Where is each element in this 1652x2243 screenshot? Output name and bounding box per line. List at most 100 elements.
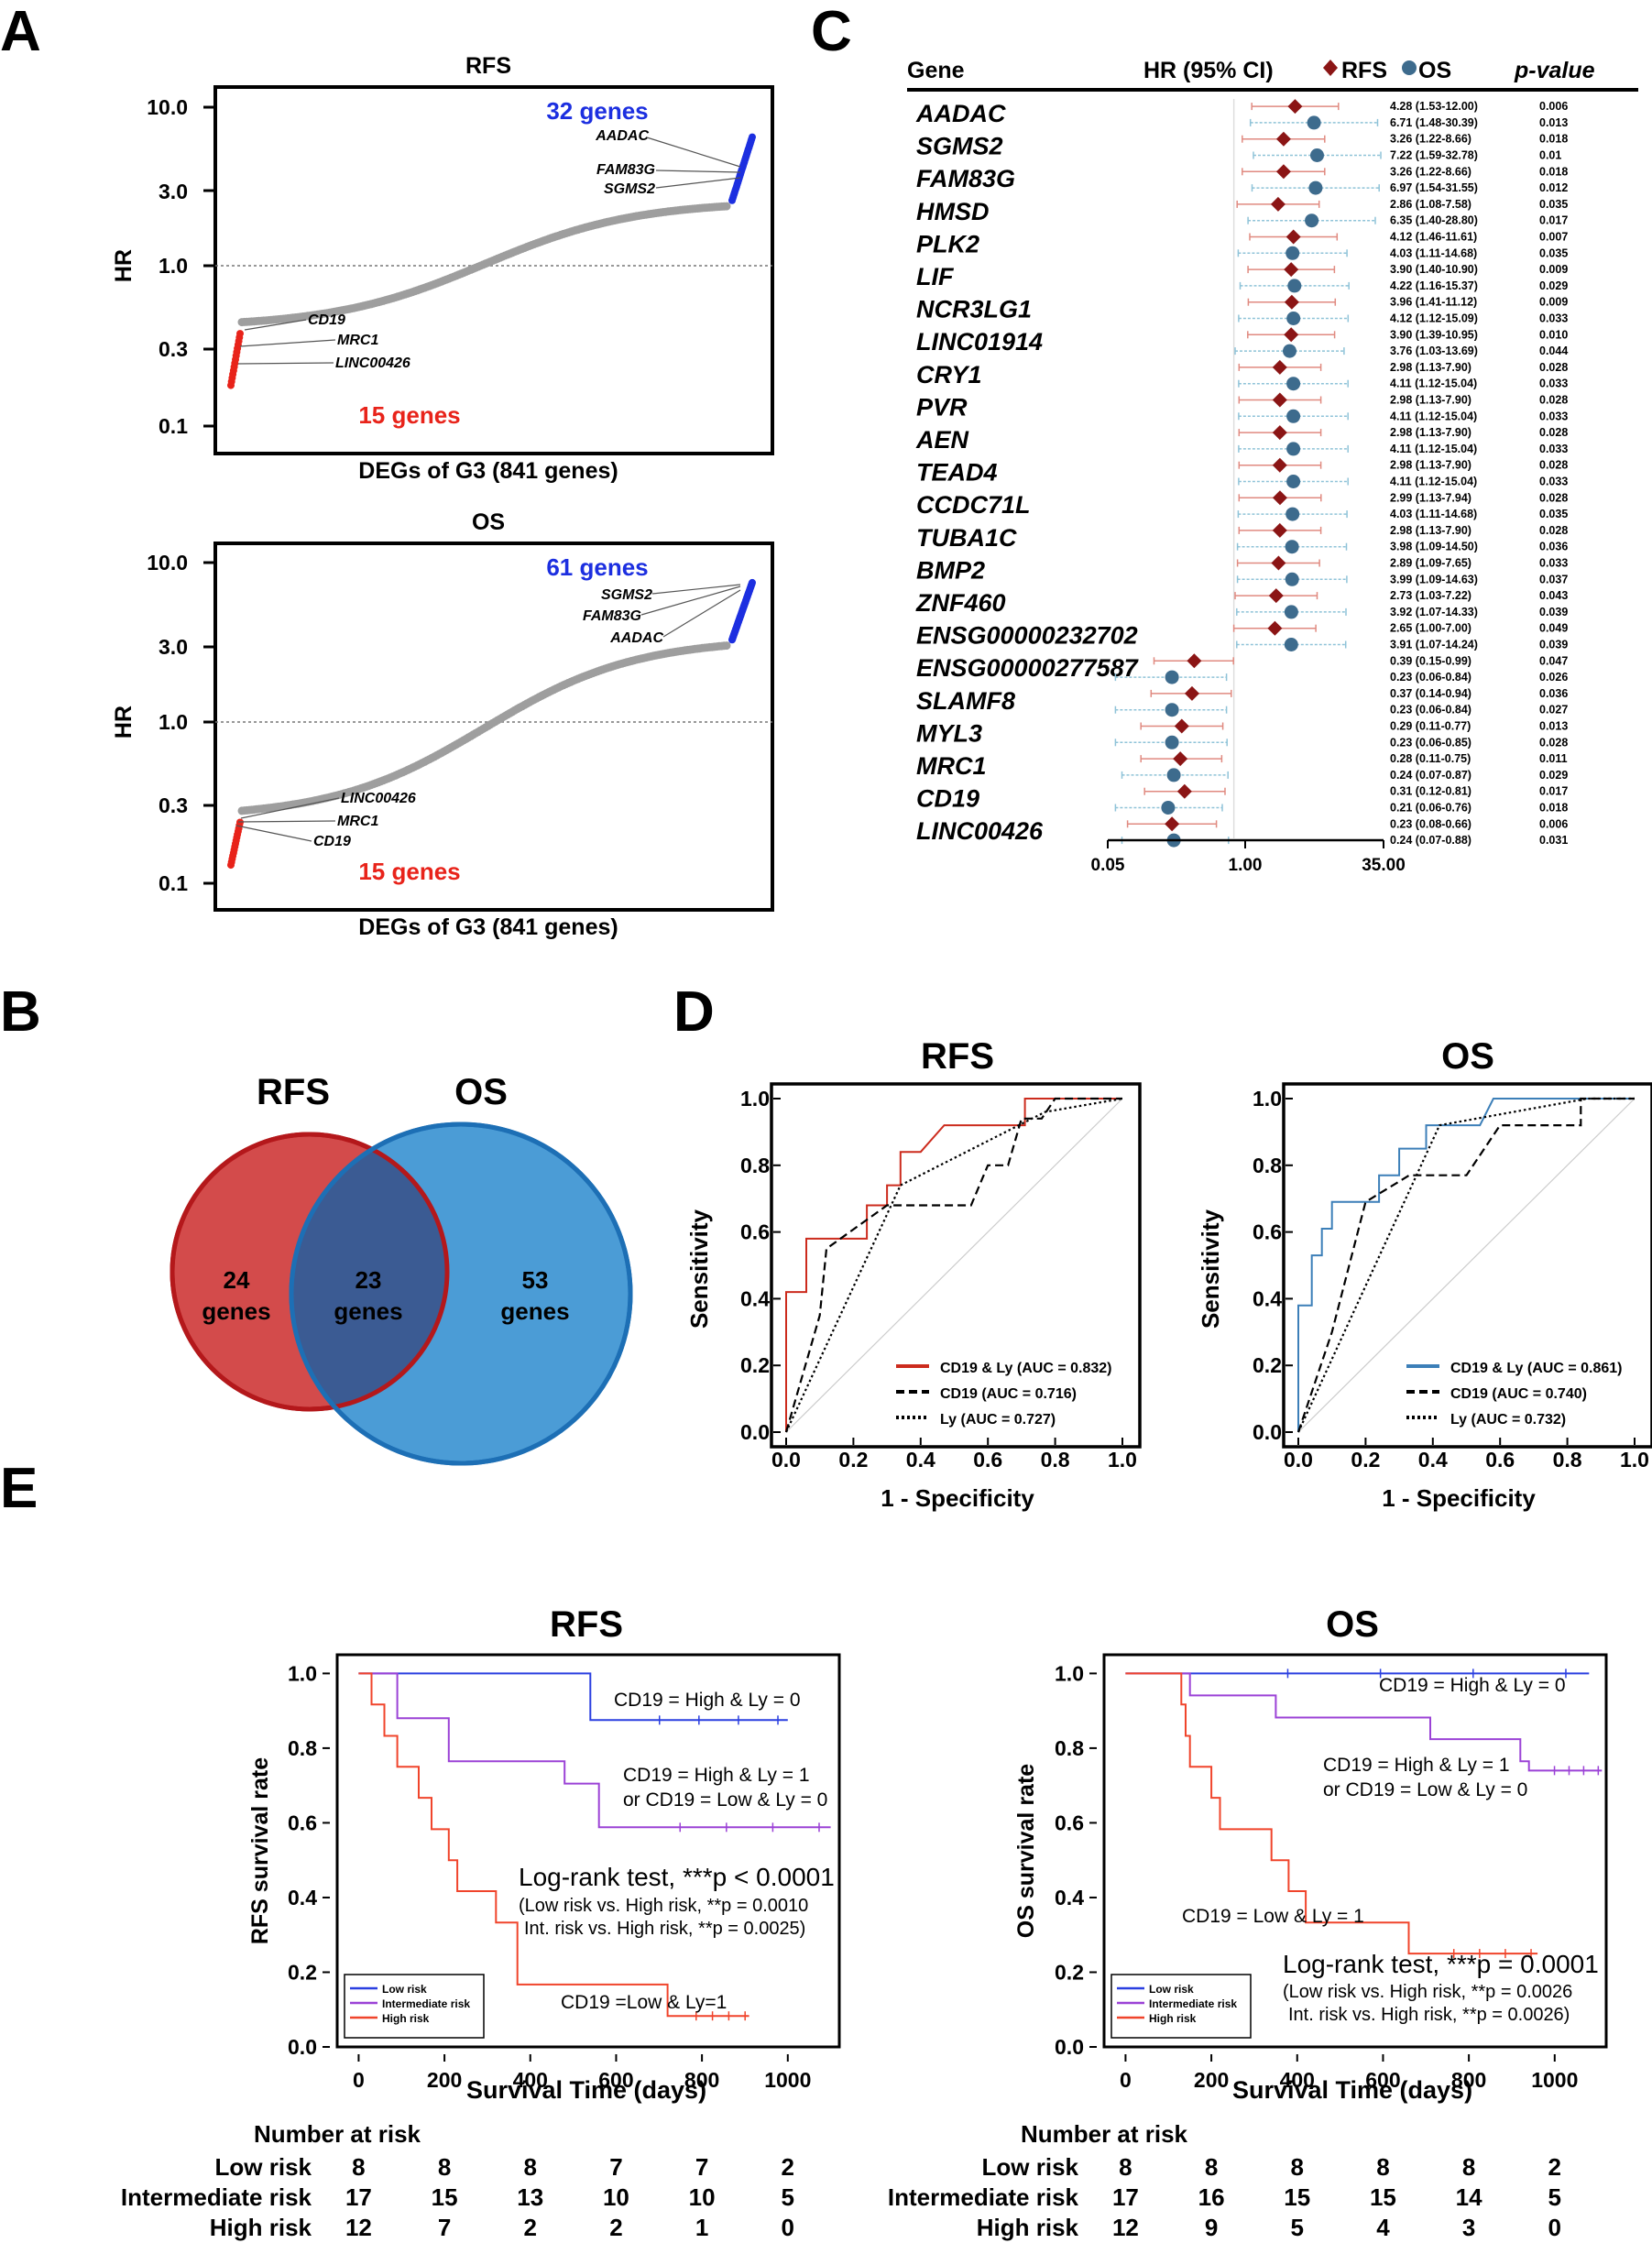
roc-y-tick-label: 0.8 [1253, 1154, 1282, 1177]
forest-p-os: 0.044 [1539, 345, 1568, 357]
forest-gene-label: TUBA1C [916, 524, 1017, 552]
roc-curve [785, 1098, 1122, 1432]
risk-value: 4 [1376, 2214, 1390, 2241]
forest-ci-text-rfs: 4.28 (1.53-12.00) [1390, 100, 1478, 113]
panel-a-os-down-count: 15 genes [358, 858, 460, 885]
risk-value: 16 [1198, 2183, 1225, 2211]
km-os-legend-low: Low risk [1149, 1983, 1194, 1996]
panel-a-rfs-tick: 3.0 [159, 180, 188, 203]
panel-a-os-label-aadac: AADAC [609, 630, 663, 646]
risk-value: 3 [1462, 2214, 1475, 2241]
panel-c-forest-plot: Gene HR (95% CI) RFS OS p-value AADAC 4.2… [907, 58, 1638, 875]
roc-y-tick-label: 0.6 [740, 1220, 770, 1244]
roc-y-tick-label: 0.4 [1253, 1286, 1282, 1310]
forest-ci-text-rfs: 2.86 (1.08-7.58) [1390, 198, 1471, 211]
risk-value: 8 [1462, 2153, 1475, 2181]
km-os-ticks: 0 200 400 600 800 1000 0.0 0.2 0.4 0.6 0.8 1.0 [1055, 1661, 1578, 2092]
km-rfs-comparison-1: (Low risk vs. High risk, **p = 0.0010 [519, 1896, 808, 1916]
km-rfs-legend-low: Low risk [382, 1983, 427, 1996]
km-y-tick-label: 0.2 [288, 1960, 317, 1984]
risk-row-label: Low risk [215, 2153, 312, 2181]
forest-ci-text-os: 3.91 (1.07-14.24) [1390, 639, 1478, 651]
panel-a-os-label-linc00426: LINC00426 [341, 791, 416, 806]
forest-marker-rfs [1275, 131, 1291, 147]
risk-value: 7 [695, 2153, 708, 2181]
roc-diagonal [785, 1098, 1123, 1433]
roc-x-tick-label: 1.0 [1620, 1448, 1649, 1472]
forest-ci-text-rfs: 3.26 (1.22-8.66) [1390, 133, 1471, 146]
forest-ci-text-rfs: 2.65 (1.00-7.00) [1390, 622, 1471, 635]
venn-unit-os-only: genes [500, 1297, 569, 1325]
roc-os-legend-cd19: CD19 (AUC = 0.740) [1450, 1386, 1587, 1402]
forest-p-os: 0.035 [1539, 246, 1568, 259]
forest-gene-label: ZNF460 [915, 589, 1006, 617]
km-curve [1125, 1672, 1538, 1955]
panel-a-os-hr-plot: OS 10.0 3.0 1.0 0.3 0.1 HR DEGs of G3 (8… [111, 509, 774, 940]
km-os-xlabel: Survival Time (days) [1232, 2076, 1472, 2104]
km-y-tick-label: 0.0 [288, 2035, 317, 2059]
roc-diagonal [1297, 1098, 1636, 1433]
roc-y-tick-label: 0.0 [1253, 1420, 1282, 1444]
risk-value: 10 [603, 2183, 629, 2211]
roc-rfs-xlabel: 1 - Specificity [881, 1484, 1034, 1512]
forest-p-os: 0.027 [1539, 704, 1568, 717]
forest-p-rfs: 0.011 [1539, 752, 1568, 765]
forest-marker-os [1165, 670, 1179, 684]
forest-ci-text-os: 4.03 (1.11-14.68) [1390, 508, 1477, 520]
forest-gene-label: SLAMF8 [916, 687, 1015, 715]
forest-ci-text-rfs: 2.98 (1.13-7.90) [1390, 394, 1471, 407]
forest-marker-os [1285, 540, 1299, 554]
forest-ci-text-os: 3.98 (1.09-14.50) [1390, 541, 1478, 553]
forest-marker-rfs [1174, 718, 1189, 734]
roc-x-tick-label: 0.2 [838, 1448, 868, 1472]
risk-value: 7 [609, 2153, 622, 2181]
forest-p-os: 0.026 [1539, 671, 1568, 684]
roc-x-tick-label: 0.6 [1485, 1448, 1515, 1472]
forest-marker-os [1285, 507, 1300, 521]
forest-gene-label: CD19 [916, 785, 979, 813]
panel-b-venn: RFS OS 24 genes 23 genes 53 genes [170, 1072, 633, 1466]
km-rfs-xlabel: Survival Time (days) [466, 2076, 706, 2104]
forest-marker-rfs [1287, 99, 1303, 115]
km-os-frame [1102, 1653, 1608, 2049]
roc-os-frame [1282, 1082, 1652, 1449]
roc-x-tick-label: 0.6 [973, 1448, 1002, 1472]
roc-os-title: OS [1441, 1036, 1494, 1077]
forest-gene-label: LIF [916, 263, 955, 290]
km-curve [358, 1672, 788, 1722]
forest-x-tick: 1.00 [1229, 856, 1263, 875]
forest-ci-text-os: 6.97 (1.54-31.55) [1390, 181, 1478, 194]
km-curve [1125, 1672, 1603, 1772]
forest-x-tick: 35.00 [1362, 856, 1406, 875]
km-y-tick-label: 0.8 [1055, 1736, 1084, 1760]
forest-p-rfs: 0.028 [1539, 394, 1568, 407]
forest-marker-rfs [1272, 392, 1287, 408]
venn-count-os-only: 53 [522, 1266, 549, 1294]
roc-x-tick-label: 0.8 [1553, 1448, 1582, 1472]
forest-gene-label: PLK2 [916, 230, 979, 257]
panel-a-os-ylabel: HR [111, 706, 137, 739]
km-rfs-annotation-high: CD19 =Low & Ly=1 [561, 1992, 727, 2013]
risk-value: 12 [1112, 2214, 1139, 2241]
panel-a-rfs-tick: 0.3 [159, 337, 188, 361]
forest-marker-os [1286, 409, 1301, 423]
panel-a-os-frame [213, 542, 774, 912]
roc-os-xlabel: 1 - Specificity [1382, 1484, 1536, 1512]
hr-point-neutral [722, 641, 731, 651]
km-rfs-curves [358, 1672, 831, 2021]
venn-overlap [291, 1134, 447, 1409]
hr-point-up [749, 578, 756, 586]
forest-p-rfs: 0.028 [1539, 491, 1568, 504]
km-y-tick-label: 0.2 [1055, 1960, 1084, 1984]
panel-a-rfs-down-count: 15 genes [358, 401, 460, 429]
forest-gene-label: MRC1 [916, 752, 987, 780]
panel-a-os-tick: 0.3 [159, 793, 188, 817]
panel-a-rfs-tick: 0.1 [159, 414, 188, 438]
risk-value: 8 [1119, 2153, 1132, 2181]
forest-p-os: 0.036 [1539, 541, 1568, 553]
roc-rfs-title: RFS [921, 1036, 994, 1077]
roc-rfs-ylabel: Sensitivity [685, 1209, 713, 1329]
forest-ci-text-os: 7.22 (1.59-32.78) [1390, 149, 1478, 162]
forest-p-os: 0.029 [1539, 279, 1568, 292]
roc-rfs-ticks: 0.00.0 0.2 0.2 0.4 0.4 0.6 0.6 0.8 0.8 1.0 1.0 [740, 1087, 1137, 1472]
